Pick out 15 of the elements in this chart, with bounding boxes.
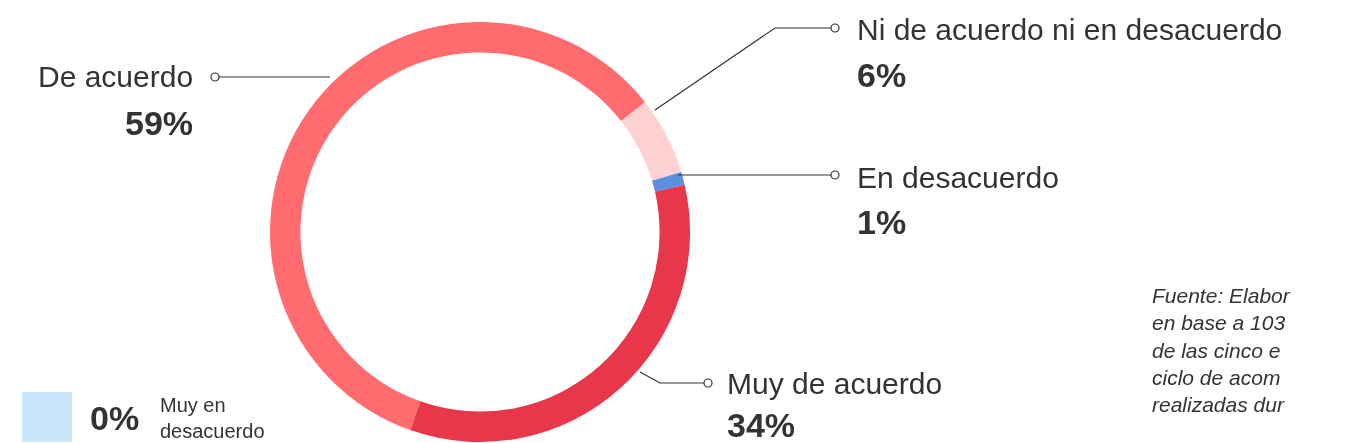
data-label: 6% (857, 56, 907, 94)
data-label: 34% (727, 406, 796, 443)
donut-slice (410, 184, 690, 442)
data-label: 59% (125, 104, 194, 142)
slice-label: Ni de acuerdo ni en desacuerdo (857, 13, 1283, 46)
donut-slice (270, 22, 646, 431)
category-label: Muy en desacuerdo (160, 394, 265, 442)
slice-label: Muy de acuerdo (727, 367, 943, 400)
slice-label: De acuerdo (38, 60, 194, 93)
slice-label: En desacuerdo (857, 161, 1059, 194)
text: 0% (90, 399, 140, 437)
donut-slice (621, 102, 682, 181)
source-note: Fuente: Elabor en base a 103 de las cinco e ciclo de acom realizadas dur (1152, 284, 1291, 417)
donut-slice (652, 172, 685, 192)
data-label: 1% (857, 203, 907, 241)
